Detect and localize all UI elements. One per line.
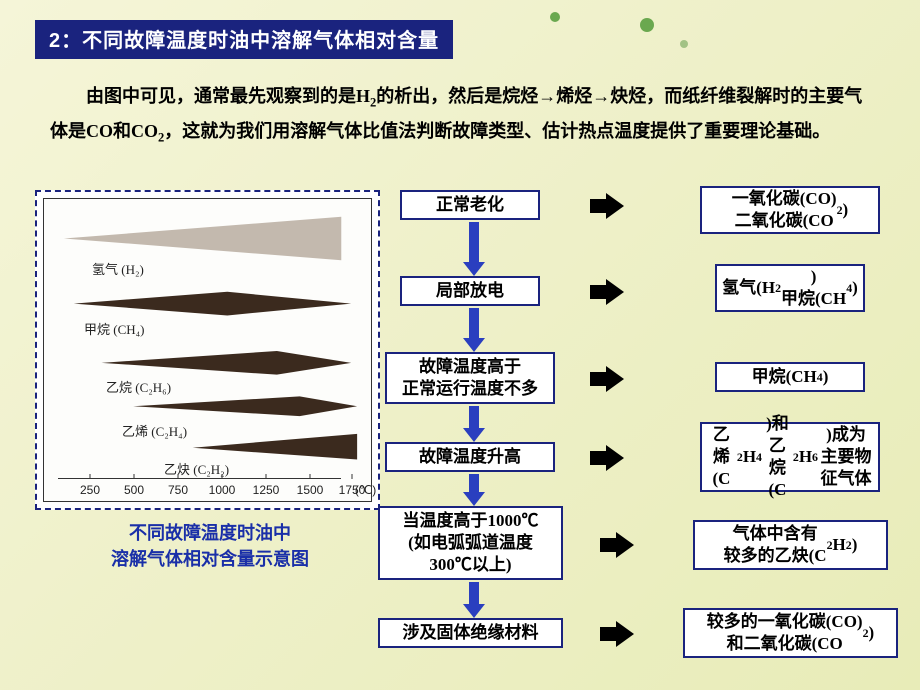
arrow-right-icon: [590, 366, 626, 392]
decor-dot: [550, 12, 560, 22]
flow-node-left: 故障温度高于正常运行温度不多: [385, 352, 555, 404]
flow-node-right: 甲烷(CH4): [715, 362, 865, 392]
gas-label: 乙烷 (C₂H₆): [106, 377, 171, 396]
axis-tick: 1500: [297, 483, 324, 497]
gas-wedge: [101, 351, 351, 375]
gas-label: 乙烯 (C₂H₄): [122, 421, 187, 440]
flow-node-right: 乙烯 (C2H4)和乙烷 (C2H6)成为主要物征气体: [700, 422, 880, 492]
arrow-right-icon: [590, 445, 626, 471]
intro-paragraph: 由图中可见，通常最先观察到的是H2的析出，然后是烷烃→烯烃→炔烃，而纸纤维裂解时…: [50, 82, 870, 151]
gas-label: 甲烷 (CH₄): [84, 319, 145, 338]
gas-temperature-chart: 氢气 (H₂)甲烷 (CH₄)乙烷 (C₂H₆)乙烯 (C₂H₄)乙炔 (C₂H…: [35, 190, 380, 510]
flow-node-right: 一氧化碳(CO)二氧化碳(CO2): [700, 186, 880, 234]
arrow-down-icon: [465, 222, 483, 276]
gas-label: 氢气 (H₂): [92, 259, 144, 278]
arrow-down-icon: [465, 474, 483, 506]
caption-line: 不同故障温度时油中: [129, 523, 291, 543]
axis-tick: 500: [124, 483, 144, 497]
gas-wedge: [193, 434, 357, 460]
arrow-down-icon: [465, 582, 483, 618]
decor-dot: [640, 18, 654, 32]
caption-line: 溶解气体相对含量示意图: [111, 549, 309, 569]
arrow-down-icon: [465, 308, 483, 352]
chart-svg: [44, 199, 371, 501]
arrow-right-icon: [590, 193, 626, 219]
arrow-right-icon: [600, 621, 636, 647]
section-title: 2：不同故障温度时油中溶解气体相对含量: [35, 20, 453, 59]
flow-node-right: 氢气(H2)甲烷(CH4): [715, 264, 865, 312]
axis-unit: (℃): [355, 483, 376, 497]
decor-dot: [680, 40, 688, 48]
flow-node-left: 涉及固体绝缘材料: [378, 618, 563, 648]
x-axis: 2505007501000125015001750(℃): [44, 475, 371, 497]
arrow-down-icon: [465, 406, 483, 442]
flow-node-right: 气体中含有较多的乙炔(C2H2): [693, 520, 888, 570]
gas-wedge: [133, 396, 357, 416]
flowchart: 正常老化局部放电故障温度高于正常运行温度不多故障温度升高当温度高于1000℃(如…: [400, 190, 900, 670]
flow-node-right: 较多的一氧化碳(CO)和二氧化碳(CO2): [683, 608, 898, 658]
chart-caption: 不同故障温度时油中 溶解气体相对含量示意图: [45, 520, 375, 572]
flow-node-left: 局部放电: [400, 276, 540, 306]
axis-tick: 1250: [253, 483, 280, 497]
flow-node-left: 当温度高于1000℃(如电弧弧道温度300℃以上): [378, 506, 563, 580]
axis-tick: 250: [80, 483, 100, 497]
gas-wedge: [64, 217, 341, 260]
flow-node-left: 正常老化: [400, 190, 540, 220]
arrow-right-icon: [600, 532, 636, 558]
arrow-right-icon: [590, 279, 626, 305]
gas-wedge: [74, 292, 351, 316]
flow-node-left: 故障温度升高: [385, 442, 555, 472]
axis-tick: 750: [168, 483, 188, 497]
axis-tick: 1000: [209, 483, 236, 497]
